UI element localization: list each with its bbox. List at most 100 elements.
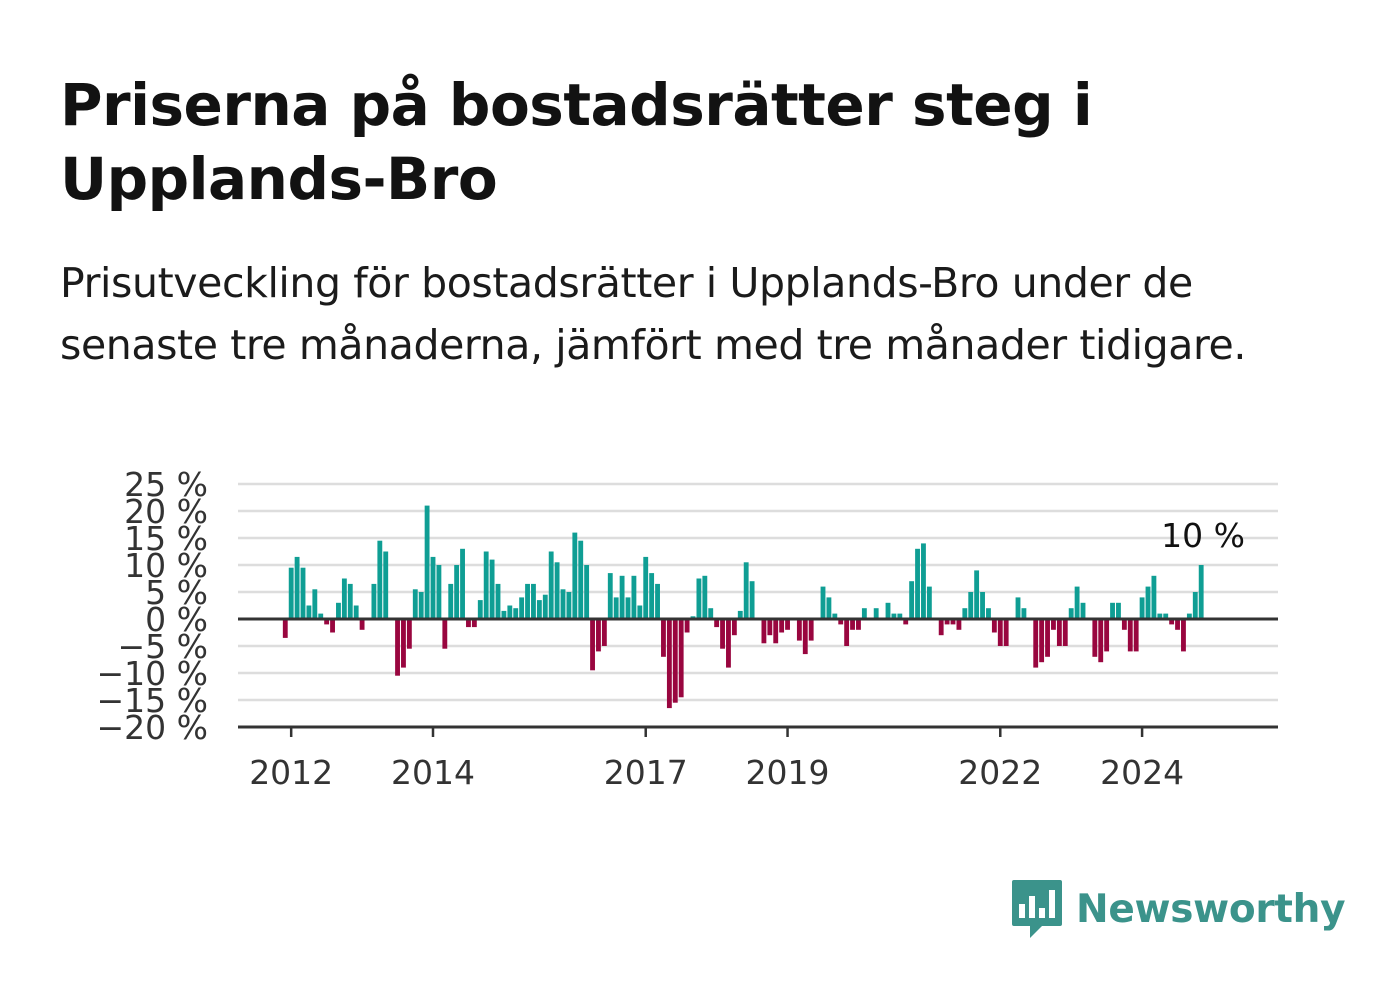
bar bbox=[347, 583, 353, 619]
bar bbox=[655, 583, 660, 619]
bar bbox=[560, 589, 566, 619]
bar bbox=[501, 610, 507, 619]
bar bbox=[1110, 602, 1115, 619]
bar bbox=[885, 602, 891, 619]
bar bbox=[495, 583, 501, 619]
bar bbox=[720, 619, 725, 649]
bar bbox=[1092, 619, 1098, 657]
x-tick-label: 2017 bbox=[604, 753, 688, 792]
bar bbox=[377, 540, 383, 619]
bar bbox=[1186, 613, 1192, 619]
newsworthy-bar-chart-icon bbox=[1012, 880, 1062, 938]
bar bbox=[607, 573, 613, 619]
brand-name: Newsworthy bbox=[1076, 886, 1346, 932]
y-tick-label: 25 % bbox=[124, 465, 208, 504]
grid-lines bbox=[238, 482, 1278, 702]
bar bbox=[300, 567, 306, 619]
bar bbox=[661, 619, 666, 657]
bar bbox=[708, 608, 714, 619]
bar bbox=[909, 581, 915, 619]
bar bbox=[477, 600, 483, 619]
bar bbox=[1181, 619, 1186, 652]
bar bbox=[832, 613, 838, 619]
bar bbox=[785, 619, 790, 630]
bar bbox=[572, 532, 578, 619]
bar bbox=[903, 619, 909, 625]
bar bbox=[649, 573, 655, 619]
bar bbox=[997, 619, 1003, 646]
bar bbox=[330, 619, 335, 633]
bar bbox=[1104, 619, 1110, 652]
bar bbox=[412, 589, 418, 619]
bar bbox=[519, 597, 525, 619]
bar bbox=[1068, 608, 1074, 619]
y-tick-label: 0 % bbox=[145, 600, 208, 639]
bar bbox=[938, 619, 944, 636]
bar bbox=[731, 619, 737, 636]
bar bbox=[1080, 602, 1086, 619]
bar bbox=[826, 597, 832, 619]
bar bbox=[678, 619, 684, 698]
bar bbox=[761, 619, 767, 644]
bar bbox=[507, 605, 513, 619]
bar bbox=[442, 619, 448, 649]
bar bbox=[288, 567, 294, 619]
bar bbox=[637, 605, 643, 619]
bar bbox=[1127, 619, 1133, 652]
bar bbox=[383, 551, 389, 619]
axes bbox=[238, 617, 1278, 737]
bar bbox=[926, 586, 932, 619]
bar bbox=[873, 608, 879, 619]
y-tick-label: 20 % bbox=[124, 492, 208, 531]
bar bbox=[436, 565, 442, 619]
bar bbox=[915, 548, 920, 619]
bar bbox=[1003, 619, 1009, 646]
y-tick-label: 10 % bbox=[124, 546, 208, 585]
bar bbox=[702, 575, 708, 619]
bar bbox=[312, 589, 318, 619]
y-tick-label: 15 % bbox=[124, 519, 208, 558]
bar bbox=[525, 583, 530, 619]
bar bbox=[324, 619, 330, 625]
bar bbox=[968, 592, 974, 619]
y-axis-tick-labels: 25 %20 %15 %10 %5 %0 %−5 %−10 %−15 %−20 … bbox=[97, 465, 209, 747]
bar bbox=[1157, 613, 1163, 619]
x-tick-label: 2024 bbox=[1100, 753, 1184, 792]
x-tick-label: 2022 bbox=[958, 753, 1042, 792]
bar bbox=[418, 592, 424, 619]
bar bbox=[454, 565, 460, 619]
bar bbox=[891, 613, 897, 619]
bar bbox=[282, 619, 288, 638]
newsworthy-logo: Newsworthy bbox=[1010, 878, 1346, 940]
annotations: 10 % bbox=[1161, 516, 1245, 555]
bar bbox=[856, 619, 861, 630]
bar bbox=[584, 565, 590, 619]
bar bbox=[1121, 619, 1127, 630]
bar bbox=[1098, 619, 1104, 663]
bar bbox=[643, 556, 649, 619]
bar bbox=[1192, 592, 1198, 619]
bar bbox=[318, 613, 324, 619]
chart-subtitle: Prisutveckling för bostadsrätter i Uppla… bbox=[60, 259, 1247, 369]
bar bbox=[1062, 619, 1068, 646]
bar bbox=[1051, 619, 1056, 630]
bar bbox=[802, 619, 808, 655]
bar bbox=[336, 602, 341, 619]
bar bbox=[353, 605, 359, 619]
bar bbox=[950, 619, 956, 625]
bar bbox=[1151, 575, 1157, 619]
y-tick-label: 5 % bbox=[145, 573, 208, 612]
bar bbox=[921, 543, 926, 619]
bar bbox=[991, 619, 997, 633]
bar bbox=[601, 619, 607, 646]
bar bbox=[1045, 619, 1050, 657]
bar bbox=[1033, 619, 1039, 668]
bar bbox=[483, 551, 489, 619]
chart-title: Priserna på bostadsrätter steg i Uppland… bbox=[60, 71, 1093, 213]
bar bbox=[513, 608, 519, 619]
bar bbox=[743, 562, 749, 619]
y-tick-label: −5 % bbox=[118, 627, 209, 666]
bar bbox=[1163, 613, 1169, 619]
bar bbox=[1169, 619, 1175, 625]
bar bbox=[861, 608, 867, 619]
